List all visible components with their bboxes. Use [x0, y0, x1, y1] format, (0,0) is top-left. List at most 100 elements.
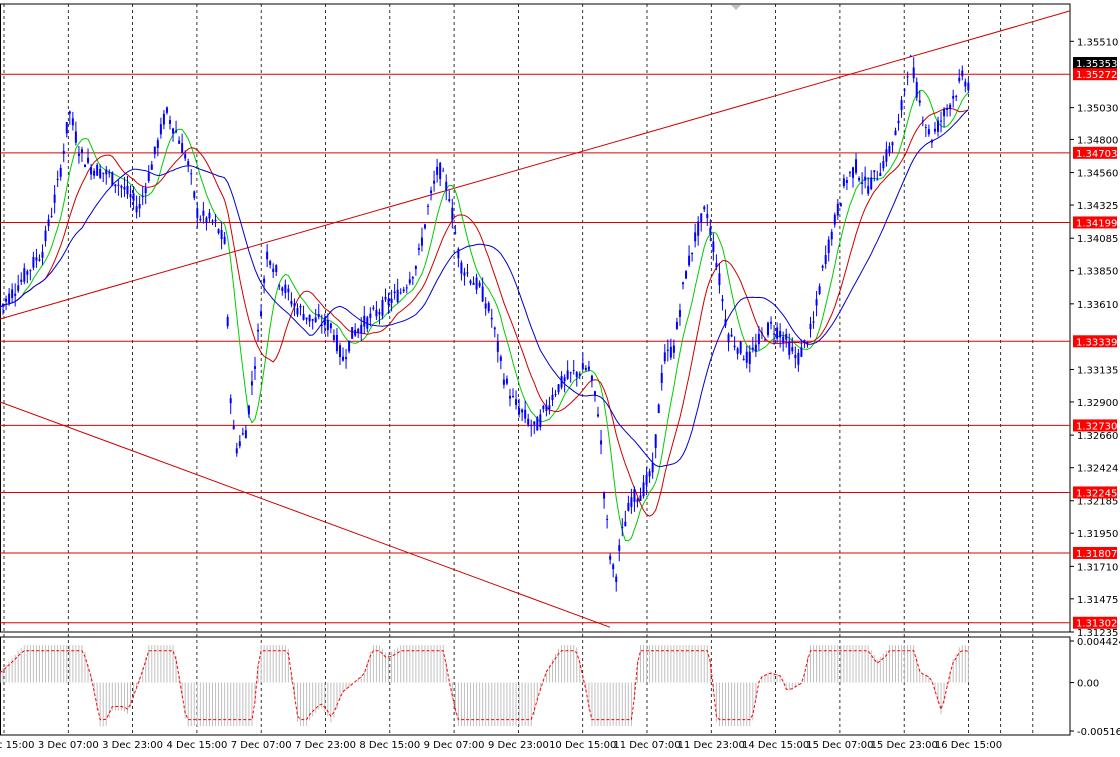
y-tick-label: 1.34325: [1077, 201, 1118, 212]
candle-body: [196, 208, 199, 219]
candle-body: [533, 421, 536, 425]
x-tick-label: 3 Dec 07:00: [38, 740, 99, 751]
candle-body: [806, 342, 809, 345]
candle-body: [563, 377, 566, 382]
x-tick-label: 2 Dec 15:00: [0, 740, 34, 751]
x-tick-label: 7 Dec 07:00: [231, 740, 292, 751]
candle-body: [445, 181, 448, 191]
candle-body: [569, 372, 572, 374]
trendlines: [0, 10, 1071, 628]
candle-body: [809, 323, 812, 330]
y-tick-label: 1.32660: [1077, 431, 1118, 442]
candle-body: [187, 161, 190, 166]
candle-body: [120, 185, 123, 188]
candle-body: [117, 184, 120, 186]
x-tick-label: 10 Dec 15:00: [549, 740, 616, 751]
candle-body: [20, 279, 23, 282]
candle-body: [688, 255, 691, 266]
candle-body: [299, 305, 302, 308]
candle-body: [615, 576, 618, 583]
moving-averages: [0, 89, 969, 542]
candle-body: [436, 166, 439, 175]
y-tick-label: 1.33135: [1077, 365, 1118, 376]
candle-body: [77, 153, 80, 156]
candle-body: [132, 193, 135, 201]
y-tick-label: 1.35030: [1077, 104, 1118, 115]
candle-body: [502, 379, 505, 385]
candle-body: [499, 356, 502, 361]
candle-body: [812, 321, 815, 323]
candle-body: [56, 178, 59, 180]
price-label-text: 1.34703: [1076, 149, 1117, 160]
candle-body: [712, 241, 715, 252]
candle-body: [697, 221, 700, 236]
x-tick-label: 8 Dec 15:00: [359, 740, 420, 751]
x-tick-label: 16 Dec 15:00: [935, 740, 1002, 751]
candle-body: [870, 177, 873, 190]
candle-body: [332, 335, 335, 340]
candle-body: [949, 104, 952, 110]
candle-body: [311, 318, 314, 321]
candle-body: [5, 298, 8, 302]
y-tick-label: 1.33610: [1077, 300, 1118, 311]
candle-body: [466, 272, 469, 274]
candle-body: [190, 173, 193, 175]
candle-body: [657, 404, 660, 414]
candle-body: [378, 312, 381, 315]
candle-body: [933, 128, 936, 132]
candle-body: [287, 288, 290, 293]
price-label-box: [1073, 216, 1117, 229]
candle-body: [414, 266, 417, 270]
candle-body: [578, 373, 581, 376]
candle-body: [867, 186, 870, 194]
candle-body: [508, 395, 511, 399]
candle-body: [284, 284, 287, 293]
candle-body: [193, 191, 196, 198]
candle-body: [593, 391, 596, 395]
candle-body: [44, 230, 47, 242]
candle-body: [833, 214, 836, 225]
candle-body: [742, 358, 745, 360]
candle-body: [800, 347, 803, 357]
candle-body: [943, 108, 946, 117]
candle-body: [475, 277, 478, 290]
candle-body: [700, 213, 703, 222]
candle-body: [390, 298, 393, 304]
candle-body: [736, 348, 739, 354]
candle-body: [62, 151, 65, 154]
moving-average-line: [0, 109, 969, 468]
candle-body: [129, 194, 132, 198]
x-tick-label: 9 Dec 07:00: [424, 740, 485, 751]
candle-body: [745, 351, 748, 363]
candle-body: [496, 341, 499, 352]
candle-body: [757, 333, 760, 345]
candle-body: [417, 247, 420, 250]
candle-body: [830, 231, 833, 240]
candle-body: [763, 339, 766, 341]
candle-body: [515, 399, 518, 406]
candle-body: [247, 405, 250, 415]
candle-body: [724, 319, 727, 326]
candle-body: [536, 417, 539, 431]
candle-body: [581, 363, 584, 370]
candle-body: [760, 332, 763, 334]
candle-body: [74, 131, 77, 143]
candle-body: [824, 255, 827, 265]
trendline: [0, 10, 1071, 320]
candle-body: [782, 336, 785, 343]
candle-body: [369, 313, 372, 318]
candle-body: [912, 67, 915, 79]
candle-body: [927, 129, 930, 135]
candle-body: [669, 346, 672, 358]
y-tick-label: 1.31710: [1077, 562, 1118, 573]
candle-body: [323, 317, 326, 326]
candle-body: [111, 172, 114, 186]
candle-body: [11, 289, 14, 298]
candle-body: [560, 376, 563, 388]
candle-body: [651, 462, 654, 473]
candle-body: [530, 424, 533, 427]
candle-body: [524, 409, 527, 419]
candle-body: [624, 521, 627, 527]
candle-body: [548, 405, 551, 410]
